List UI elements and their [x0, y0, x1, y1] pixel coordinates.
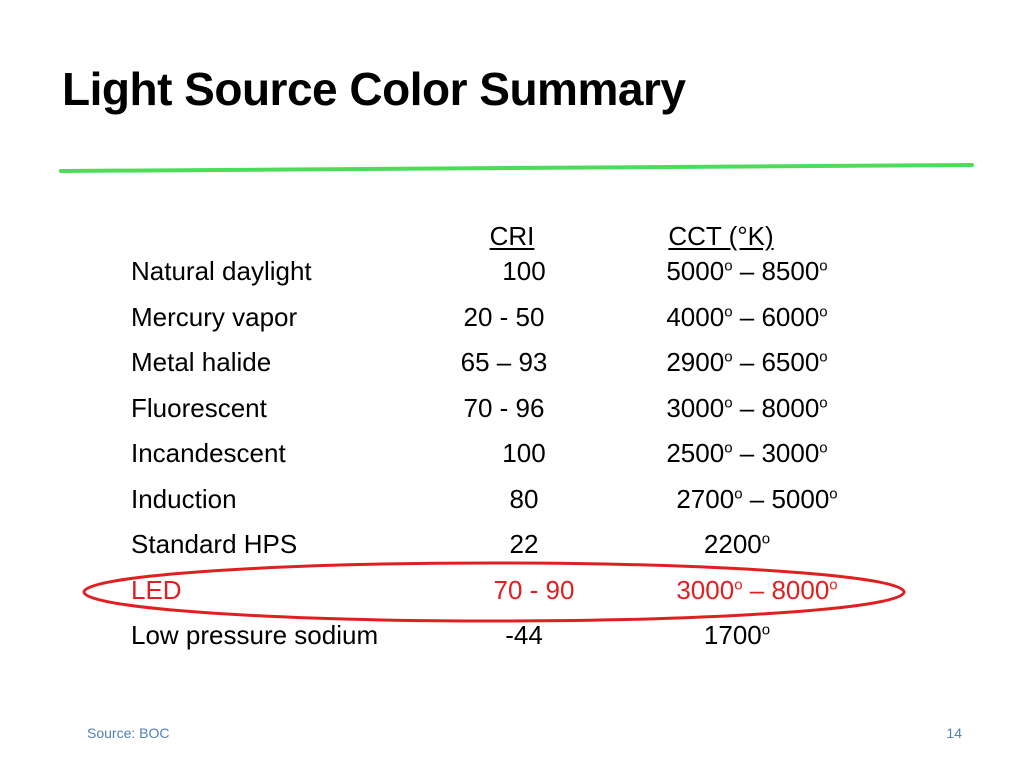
- degree-mark: o: [734, 485, 743, 503]
- cct-high: 8000: [771, 575, 830, 605]
- cri-value: 70 - 96: [463, 393, 545, 423]
- cri-value: 100: [502, 438, 546, 468]
- cri-value: 20 - 50: [463, 302, 545, 332]
- cct-value: 4000o – 6000o: [627, 304, 867, 330]
- light-source-name: Fluorescent: [131, 393, 267, 423]
- light-source-name: Mercury vapor: [131, 302, 298, 332]
- cct-low: 4000: [666, 302, 725, 332]
- cct-value: 1700o: [617, 622, 857, 648]
- range-separator: –: [732, 438, 762, 468]
- slide-title: Light Source Color Summary: [62, 63, 686, 115]
- degree-mark: o: [829, 485, 838, 503]
- light-source-name: Metal halide: [131, 347, 272, 377]
- cri-column-header: CRI: [489, 221, 535, 251]
- light-source-name: Induction: [131, 484, 237, 514]
- cct-high: 3000: [761, 438, 820, 468]
- range-separator: –: [732, 256, 762, 286]
- cri-value: 70 - 90: [493, 575, 575, 605]
- light-source-name: Natural daylight: [131, 256, 312, 286]
- cct-column-header: CCT (°K): [668, 221, 774, 251]
- range-separator: –: [742, 484, 772, 514]
- range-separator: –: [732, 393, 762, 423]
- degree-mark: o: [761, 530, 771, 548]
- cct-low: 1700: [703, 620, 762, 650]
- cct-low: 5000: [666, 256, 725, 286]
- light-source-name: LED: [131, 575, 182, 605]
- degree-mark: o: [829, 576, 838, 594]
- cct-value: 2500o – 3000o: [627, 440, 867, 466]
- light-source-name: Incandescent: [131, 438, 286, 468]
- cct-low: 2900: [666, 347, 725, 377]
- degree-mark: o: [724, 439, 733, 457]
- light-source-name: Low pressure sodium: [131, 620, 379, 650]
- cct-value: 3000o – 8000o: [627, 395, 867, 421]
- range-separator: –: [732, 347, 762, 377]
- cct-high: 8000: [761, 393, 820, 423]
- degree-mark: o: [724, 257, 733, 275]
- cct-low: 3000: [666, 393, 725, 423]
- cri-value: 22: [509, 529, 539, 559]
- cct-high: 8500: [761, 256, 820, 286]
- degree-mark: o: [761, 621, 771, 639]
- cct-low: 2200: [703, 529, 762, 559]
- cct-value: 2900o – 6500o: [627, 349, 867, 375]
- page-number: 14: [946, 725, 962, 741]
- degree-mark: o: [724, 303, 733, 321]
- degree-mark: o: [724, 348, 733, 366]
- cct-high: 6500: [761, 347, 820, 377]
- degree-mark: o: [819, 394, 828, 412]
- cct-value: 3000o – 8000o: [637, 577, 877, 603]
- degree-mark: o: [819, 257, 828, 275]
- degree-mark: o: [819, 348, 828, 366]
- cri-value: -44: [505, 620, 543, 650]
- cct-low: 3000: [676, 575, 735, 605]
- range-separator: –: [742, 575, 772, 605]
- cct-high: 5000: [771, 484, 830, 514]
- degree-mark: o: [734, 576, 743, 594]
- cct-low: 2700: [676, 484, 735, 514]
- cct-value: 2700o – 5000o: [637, 486, 877, 512]
- cct-low: 2500: [666, 438, 725, 468]
- cct-value: 5000o – 8500o: [627, 258, 867, 284]
- cri-value: 80: [509, 484, 539, 514]
- cri-value: 65 – 93: [460, 347, 548, 377]
- degree-mark: o: [819, 303, 828, 321]
- degree-mark: o: [819, 439, 828, 457]
- light-source-name: Standard HPS: [131, 529, 298, 559]
- cct-high: 6000: [761, 302, 820, 332]
- footer-source: Source: BOC: [87, 725, 170, 741]
- degree-mark: o: [724, 394, 733, 412]
- cct-value: 2200o: [617, 531, 857, 557]
- cri-value: 100: [502, 256, 546, 286]
- range-separator: –: [732, 302, 762, 332]
